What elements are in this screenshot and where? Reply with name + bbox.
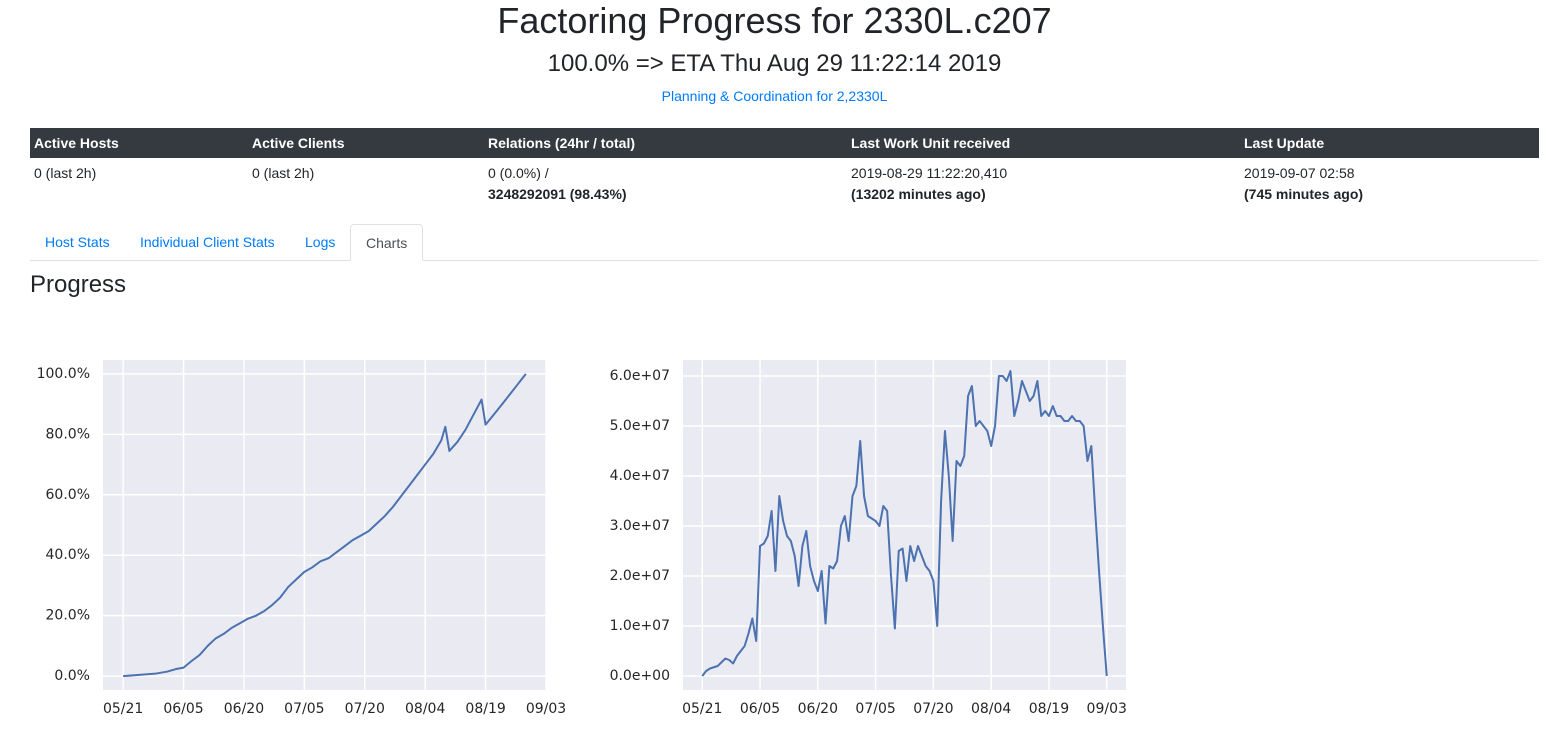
column-header: Last Work Unit received bbox=[851, 135, 1011, 151]
y-tick-label: 6.0e+07 bbox=[610, 368, 670, 384]
table-cell: 0 (0.0%) / bbox=[488, 165, 549, 181]
x-tick-label: 07/05 bbox=[284, 701, 324, 717]
table-cell: 0 (last 2h) bbox=[34, 165, 97, 181]
x-tick-label: 06/05 bbox=[740, 701, 780, 717]
page-subtitle: 100.0% => ETA Thu Aug 29 11:22:14 2019 bbox=[547, 50, 1002, 77]
y-tick-label: 100.0% bbox=[37, 366, 90, 382]
table-cell: 0 (last 2h) bbox=[252, 165, 315, 181]
x-tick-label: 06/20 bbox=[798, 701, 838, 717]
x-tick-label: 08/19 bbox=[465, 701, 505, 717]
data-line bbox=[701, 370, 1108, 677]
tab[interactable]: Individual Client Stats bbox=[140, 234, 275, 250]
x-tick-label: 07/20 bbox=[345, 701, 385, 717]
table-cell: 3248292091 (98.43%) bbox=[488, 186, 627, 202]
x-tick-label: 06/20 bbox=[224, 701, 264, 717]
x-tick-label: 07/05 bbox=[855, 701, 895, 717]
y-tick-label: 0.0e+00 bbox=[610, 668, 670, 684]
column-header: Relations (24hr / total) bbox=[488, 135, 636, 151]
table-cell: (745 minutes ago) bbox=[1244, 186, 1364, 202]
section-title: Progress bbox=[30, 271, 127, 298]
y-tick-label: 20.0% bbox=[46, 608, 90, 624]
y-tick-label: 40.0% bbox=[46, 547, 90, 563]
x-tick-label: 08/19 bbox=[1029, 701, 1069, 717]
y-tick-label: 0.0% bbox=[54, 668, 90, 684]
x-tick-label: 05/21 bbox=[682, 701, 722, 717]
data-line bbox=[123, 373, 527, 678]
x-tick-label: 06/05 bbox=[163, 701, 203, 717]
y-tick-label: 2.0e+07 bbox=[610, 568, 670, 584]
y-tick-label: 5.0e+07 bbox=[610, 418, 670, 434]
tab[interactable]: Host Stats bbox=[45, 234, 110, 250]
x-tick-label: 09/03 bbox=[526, 701, 566, 717]
x-tick-label: 08/04 bbox=[405, 701, 445, 717]
tab[interactable]: Logs bbox=[305, 234, 336, 250]
column-header: Last Update bbox=[1244, 135, 1325, 151]
y-tick-label: 60.0% bbox=[46, 487, 90, 503]
table-cell: 2019-09-07 02:58 bbox=[1244, 165, 1355, 181]
table-cell: (13202 minutes ago) bbox=[851, 186, 986, 202]
column-header: Active Clients bbox=[252, 135, 345, 151]
x-tick-label: 07/20 bbox=[913, 701, 953, 717]
table-header bbox=[30, 128, 1539, 158]
table-cell: 2019-08-29 11:22:20,410 bbox=[851, 165, 1008, 181]
planning-link[interactable]: Planning & Coordination for 2,2330L bbox=[661, 88, 888, 104]
y-tick-label: 80.0% bbox=[46, 426, 90, 442]
column-header: Active Hosts bbox=[34, 135, 119, 151]
plot-background bbox=[683, 360, 1126, 690]
tab[interactable]: Charts bbox=[350, 224, 424, 261]
plot-background bbox=[103, 360, 546, 690]
x-tick-label: 09/03 bbox=[1087, 701, 1127, 717]
x-tick-label: 08/04 bbox=[971, 701, 1011, 717]
y-tick-label: 1.0e+07 bbox=[610, 618, 670, 634]
x-tick-label: 05/21 bbox=[103, 701, 143, 717]
y-tick-label: 4.0e+07 bbox=[610, 468, 670, 484]
y-tick-label: 3.0e+07 bbox=[610, 518, 670, 534]
page-title: Factoring Progress for 2330L.c207 bbox=[497, 0, 1052, 41]
tab-divider bbox=[30, 260, 1539, 261]
